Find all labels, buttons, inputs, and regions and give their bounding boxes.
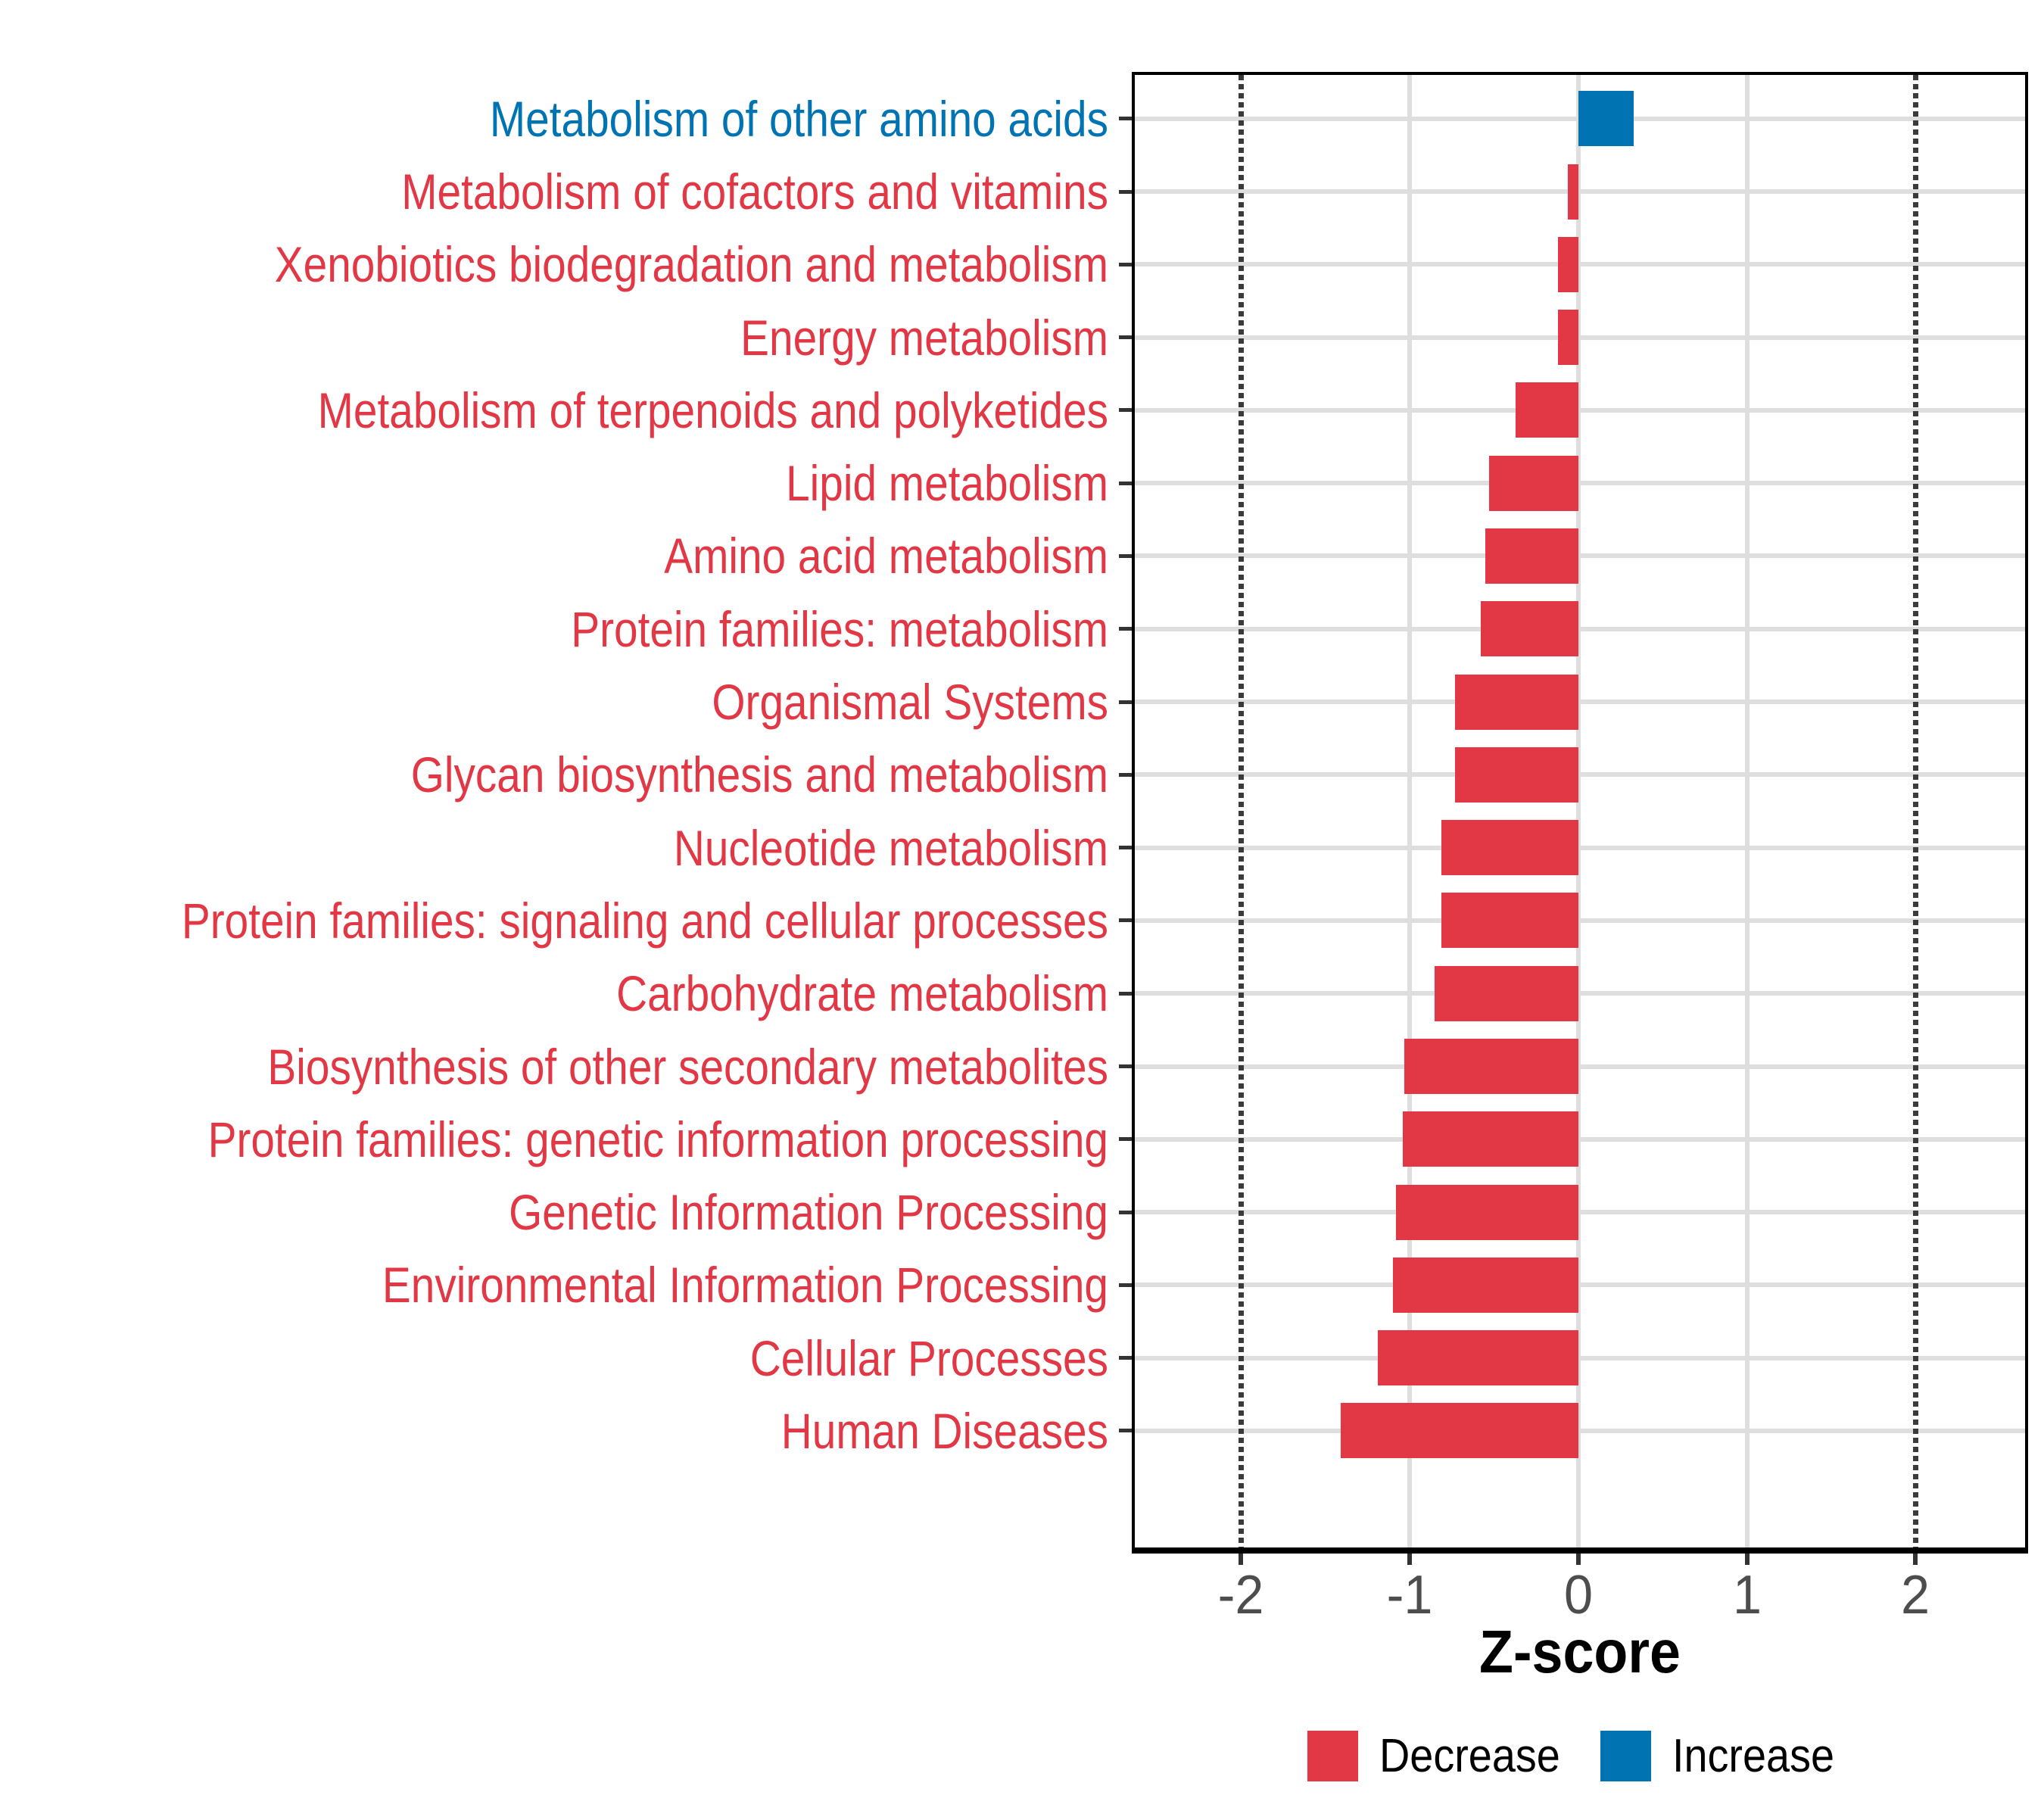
y-axis-tick bbox=[1119, 991, 1132, 996]
y-axis-tick bbox=[1119, 335, 1132, 340]
y-axis-tick bbox=[1119, 1282, 1132, 1287]
bar-nucleotide-metabolism bbox=[1441, 820, 1578, 876]
y-axis-tick bbox=[1119, 918, 1132, 923]
y-axis-label-xenobiotics-biodegradation-and-metabolism: Xenobiotics biodegradation and metabolis… bbox=[274, 236, 1108, 293]
y-axis-label-lipid-metabolism: Lipid metabolism bbox=[786, 455, 1108, 512]
y-axis-label-metabolism-of-cofactors-and-vitamins: Metabolism of cofactors and vitamins bbox=[401, 164, 1108, 220]
y-axis-tick bbox=[1119, 408, 1132, 413]
x-axis-tick-label--2: -2 bbox=[1217, 1565, 1264, 1625]
legend-swatch-increase-icon bbox=[1600, 1730, 1651, 1781]
y-axis-label-protein-families-signaling-and-cellular-processes: Protein families: signaling and cellular… bbox=[181, 892, 1108, 949]
bar-protein-families-signaling-and-cellular-processes bbox=[1441, 893, 1578, 949]
y-axis-label-biosynthesis-of-other-secondary-metabolites: Biosynthesis of other secondary metaboli… bbox=[267, 1038, 1108, 1095]
bar-glycan-biosynthesis-and-metabolism bbox=[1455, 746, 1578, 803]
y-axis-tick bbox=[1119, 262, 1132, 266]
bar-biosynthesis-of-other-secondary-metabolites bbox=[1404, 1039, 1578, 1094]
y-axis-label-glycan-biosynthesis-and-metabolism: Glycan biosynthesis and metabolism bbox=[410, 746, 1108, 803]
x-axis-tick-label-1: 1 bbox=[1732, 1565, 1762, 1625]
y-axis-label-amino-acid-metabolism: Amino acid metabolism bbox=[664, 528, 1108, 584]
y-axis-label-human-diseases: Human Diseases bbox=[781, 1402, 1108, 1459]
bar-metabolism-of-other-amino-acids bbox=[1578, 91, 1634, 147]
plot-panel bbox=[1132, 72, 2028, 1554]
y-axis-label-energy-metabolism: Energy metabolism bbox=[740, 309, 1108, 366]
bar-protein-families-metabolism bbox=[1480, 601, 1578, 657]
bars-layer bbox=[1135, 75, 2025, 1547]
y-axis-tick bbox=[1119, 700, 1132, 704]
y-axis-tick bbox=[1119, 1064, 1132, 1068]
bar-energy-metabolism bbox=[1558, 310, 1578, 366]
bar-genetic-information-processing bbox=[1396, 1184, 1578, 1240]
legend-label-increase: Increase bbox=[1672, 1729, 1834, 1782]
x-axis-title: Z-score bbox=[1479, 1618, 1681, 1685]
dashed-reference-line bbox=[1238, 75, 1244, 1547]
x-axis-tick-label-0: 0 bbox=[1563, 1565, 1593, 1625]
grid-layer bbox=[1135, 75, 2025, 1547]
legend: Decrease Increase bbox=[1132, 1729, 2028, 1783]
gridline-vertical bbox=[1744, 75, 1750, 1547]
y-axis-label-organismal-systems: Organismal Systems bbox=[712, 674, 1108, 731]
y-axis-label-metabolism-of-terpenoids-and-polyketides: Metabolism of terpenoids and polyketides bbox=[317, 382, 1108, 438]
y-axis-tick bbox=[1119, 1429, 1132, 1433]
bar-environmental-information-processing bbox=[1392, 1257, 1578, 1313]
bar-xenobiotics-biodegradation-and-metabolism bbox=[1558, 236, 1578, 292]
y-axis-label-protein-families-metabolism: Protein families: metabolism bbox=[571, 600, 1108, 657]
bar-amino-acid-metabolism bbox=[1485, 528, 1578, 584]
y-axis-tick bbox=[1119, 627, 1132, 631]
y-axis-label-nucleotide-metabolism: Nucleotide metabolism bbox=[673, 819, 1108, 876]
gridline-vertical bbox=[1407, 75, 1413, 1547]
y-axis-tick bbox=[1119, 189, 1132, 194]
legend-item-increase: Increase bbox=[1600, 1729, 1852, 1783]
y-axis-tick bbox=[1119, 117, 1132, 121]
y-axis-tick bbox=[1119, 772, 1132, 777]
bar-metabolism-of-cofactors-and-vitamins bbox=[1568, 164, 1578, 220]
y-axis-label-cellular-processes: Cellular Processes bbox=[749, 1329, 1108, 1386]
x-axis-tick bbox=[1744, 1554, 1750, 1565]
dashed-reference-line bbox=[1912, 75, 1918, 1547]
x-axis-tick bbox=[1575, 1554, 1581, 1565]
x-axis-tick bbox=[1239, 1554, 1244, 1565]
x-axis-tick-label--1: -1 bbox=[1386, 1565, 1433, 1625]
legend-swatch-decrease-icon bbox=[1307, 1730, 1359, 1781]
bar-lipid-metabolism bbox=[1488, 455, 1578, 511]
y-axis-label-carbohydrate-metabolism: Carbohydrate metabolism bbox=[616, 965, 1108, 1022]
bar-protein-families-genetic-information-processing bbox=[1403, 1111, 1578, 1167]
legend-label-decrease: Decrease bbox=[1379, 1729, 1561, 1782]
y-axis-label-metabolism-of-other-amino-acids: Metabolism of other amino acids bbox=[489, 90, 1108, 147]
bar-human-diseases bbox=[1340, 1403, 1578, 1459]
y-axis-label-protein-families-genetic-information-processing: Protein families: genetic information pr… bbox=[207, 1111, 1109, 1167]
bar-organismal-systems bbox=[1455, 674, 1578, 730]
y-axis-tick bbox=[1119, 846, 1132, 850]
x-axis-tick bbox=[1913, 1554, 1918, 1565]
y-axis-label-environmental-information-processing: Environmental Information Processing bbox=[382, 1257, 1108, 1314]
legend-item-decrease: Decrease bbox=[1307, 1729, 1580, 1783]
y-axis-tick bbox=[1119, 1210, 1132, 1214]
x-axis-tick bbox=[1407, 1554, 1413, 1565]
bar-cellular-processes bbox=[1377, 1330, 1578, 1386]
y-axis-tick bbox=[1119, 1356, 1132, 1360]
y-axis-tick bbox=[1119, 481, 1132, 485]
y-axis-tick bbox=[1119, 1137, 1132, 1142]
bar-carbohydrate-metabolism bbox=[1435, 965, 1578, 1021]
reference-lines-layer bbox=[1135, 75, 2025, 1547]
x-axis-tick-label-2: 2 bbox=[1901, 1565, 1930, 1625]
bar-metabolism-of-terpenoids-and-polyketides bbox=[1516, 382, 1578, 438]
y-axis-label-genetic-information-processing: Genetic Information Processing bbox=[509, 1184, 1108, 1241]
y-axis-tick bbox=[1119, 553, 1132, 558]
gridline-vertical bbox=[1575, 75, 1581, 1547]
